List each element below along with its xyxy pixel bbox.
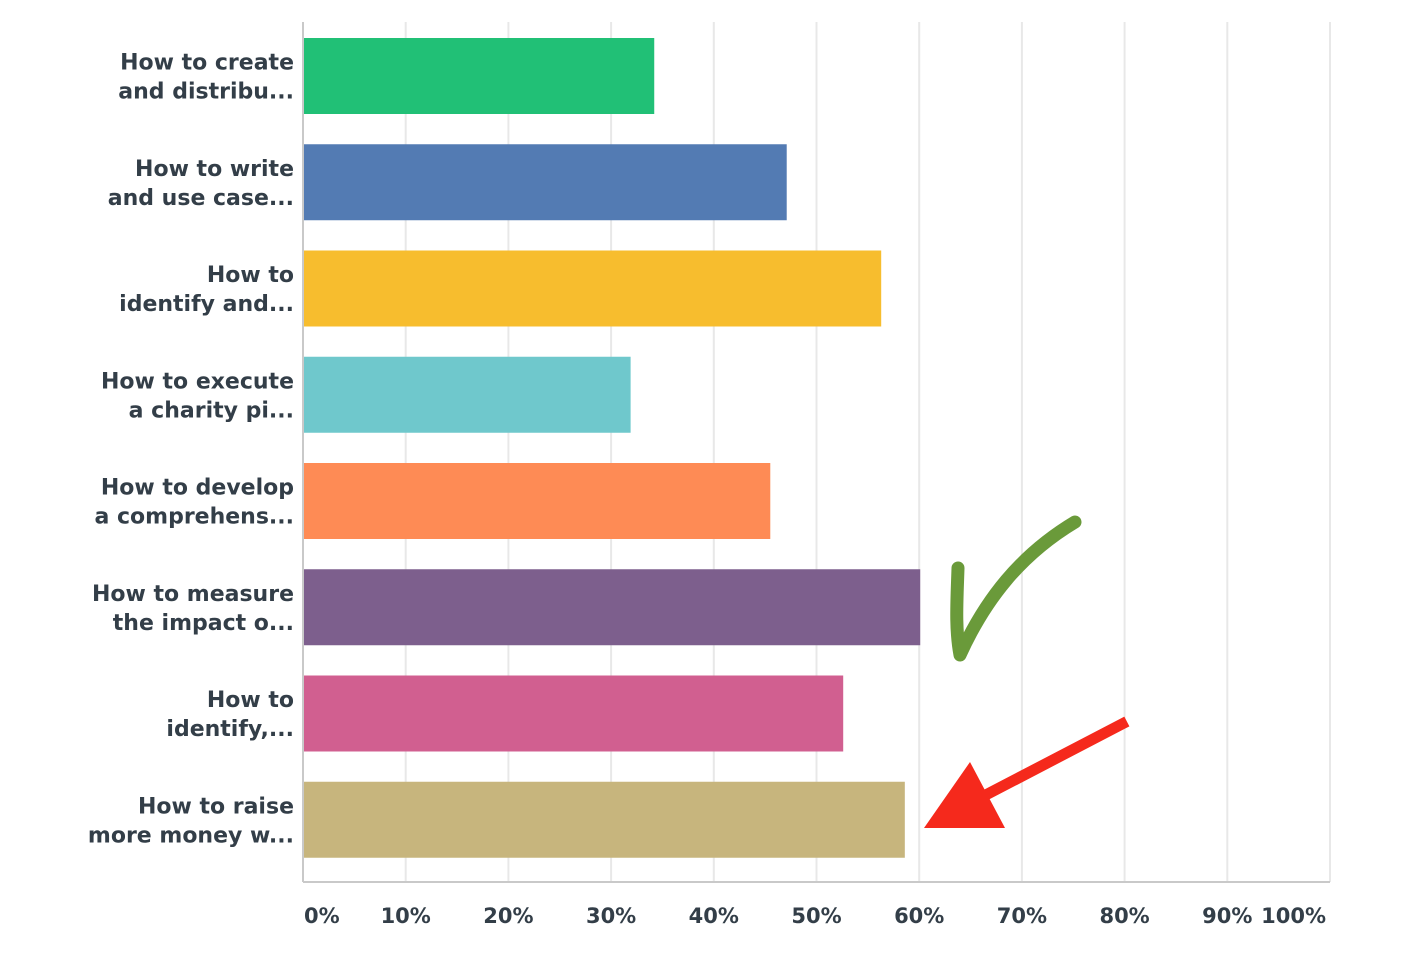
bar [304,250,882,327]
x-tick-label: 70% [997,904,1047,928]
category-label: How to measure [92,582,294,607]
bar [304,463,771,539]
x-tick-label: 30% [586,904,636,928]
bar [304,38,655,114]
category-label: identify and... [119,292,294,317]
annotations [924,515,1130,828]
x-tick-label: 10% [381,904,431,928]
category-label: How to raise [138,794,294,819]
green-checkmark [950,515,1082,662]
red-arrow-head [924,762,1005,828]
category-label: How to create [120,51,294,76]
x-tick-label: 80% [1099,904,1149,928]
category-label: How to [207,688,294,713]
x-tick-labels: 0% 10% 20% 30% 40% 50% 60% 70% 80% 90% 100% [304,904,1326,928]
x-tick-label: 40% [689,904,739,928]
category-label: and use case... [108,186,294,211]
bar [304,675,844,752]
x-tick-label: 50% [791,904,841,928]
bar [304,144,787,221]
bar [304,781,905,858]
category-label: How to execute [101,369,294,394]
category-label: a charity pi... [129,398,294,423]
x-tick-label: 100% [1261,904,1326,928]
category-label: a comprehens... [94,505,294,530]
category-label: the impact o... [113,611,294,636]
x-tick-label: 0% [304,904,340,928]
category-label: How to [207,263,294,288]
category-labels: How to create and distribu... How to write… [88,51,294,849]
bars [304,38,921,858]
red-arrow-shaft [972,716,1130,806]
category-label: How to write [135,157,294,182]
x-tick-label: 90% [1202,904,1252,928]
bar [304,569,921,646]
category-label: and distribu... [118,80,294,105]
category-label: identify,... [166,717,294,742]
x-tick-label: 20% [483,904,533,928]
category-label: more money w... [88,823,294,848]
category-label: How to develop [101,476,294,501]
x-tick-label: 60% [894,904,944,928]
bar [304,356,631,433]
